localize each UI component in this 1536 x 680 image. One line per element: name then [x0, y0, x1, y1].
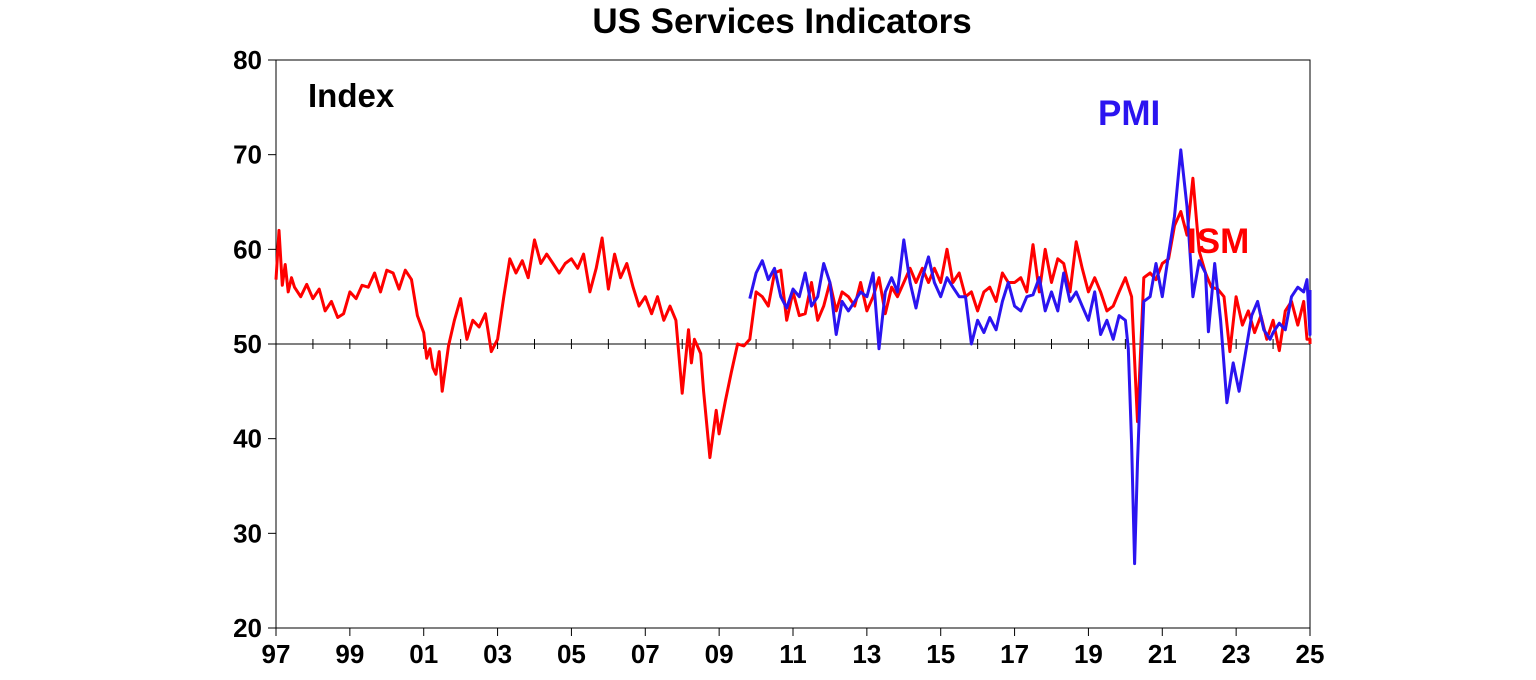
x-tick-label: 03 [483, 639, 512, 669]
series-label-pmi: PMI [1098, 94, 1160, 133]
chart-title: US Services Indicators [592, 2, 971, 41]
x-tick-label: 07 [631, 639, 660, 669]
x-tick-label: 05 [557, 639, 586, 669]
series-group [274, 148, 1312, 566]
y-axis: 20 30 40 50 60 70 80 [233, 45, 276, 643]
y-tick-label: 20 [233, 613, 262, 643]
x-tick-label: 01 [409, 639, 438, 669]
x-tick-label: 13 [852, 639, 881, 669]
x-tick-label: 99 [335, 639, 364, 669]
x-tick-label: 11 [779, 639, 807, 669]
x-tick-label: 19 [1074, 639, 1103, 669]
x-tick-label: 15 [926, 639, 955, 669]
series-label-ism: ISM [1187, 222, 1249, 261]
y-axis-label: Index [308, 77, 395, 114]
y-tick-label: 80 [233, 45, 262, 75]
series-line-pmi [748, 148, 1312, 566]
x-tick-label: 23 [1222, 639, 1251, 669]
y-tick-label: 50 [233, 329, 262, 359]
x-tick-label: 97 [262, 639, 291, 669]
x-axis: 97 99 01 03 05 07 09 11 13 15 17 19 21 23 25 [262, 339, 1325, 669]
x-tick-label: 25 [1296, 639, 1325, 669]
x-tick-label: 09 [705, 639, 734, 669]
y-tick-label: 60 [233, 234, 262, 264]
y-tick-label: 70 [233, 140, 262, 170]
series-line-ism [274, 176, 1312, 460]
x-tick-label: 21 [1148, 639, 1177, 669]
y-tick-label: 40 [233, 424, 262, 454]
y-tick-label: 30 [233, 518, 262, 548]
x-tick-label: 17 [1000, 639, 1029, 669]
